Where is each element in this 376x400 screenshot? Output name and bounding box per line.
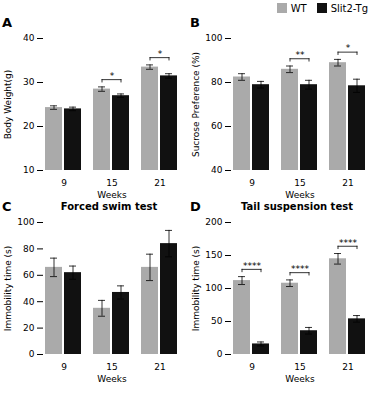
html-text:Forced swim test: Forced swim test: [60, 201, 158, 212]
svg-text:100: 100: [205, 283, 222, 293]
html-text:D: D: [190, 199, 201, 214]
svg-text:10: 10: [23, 165, 35, 175]
svg-text:0: 0: [29, 349, 35, 359]
svg-text:20: 20: [23, 323, 35, 333]
svg-text:*: *: [158, 49, 163, 59]
svg-text:9: 9: [249, 362, 255, 372]
svg-text:****: ****: [291, 264, 310, 274]
svg-text:200: 200: [205, 217, 222, 227]
svg-text:150: 150: [205, 250, 222, 260]
svg-text:9: 9: [61, 362, 67, 372]
svg-text:21: 21: [342, 178, 353, 188]
svg-text:****: ****: [243, 261, 262, 271]
html-text:Tail suspension test: Tail suspension test: [241, 201, 353, 212]
svg-text:40: 40: [211, 165, 223, 175]
svg-text:15: 15: [294, 178, 305, 188]
svg-text:Weeks: Weeks: [285, 190, 315, 200]
svg-text:*: *: [110, 71, 115, 81]
svg-text:15: 15: [294, 362, 305, 372]
svg-text:Sucrose Preference (%): Sucrose Preference (%): [191, 52, 201, 157]
svg-text:100: 100: [17, 217, 34, 227]
svg-text:0: 0: [217, 349, 223, 359]
svg-text:100: 100: [205, 33, 222, 43]
html-text:Slit2-Tg: Slit2-Tg: [330, 2, 368, 14]
html-text:B: B: [190, 15, 200, 30]
svg-text:80: 80: [23, 244, 35, 254]
svg-text:20: 20: [23, 121, 35, 131]
svg-text:60: 60: [211, 121, 223, 131]
svg-text:9: 9: [61, 178, 67, 188]
svg-text:40: 40: [23, 297, 35, 307]
svg-text:40: 40: [23, 33, 35, 43]
svg-text:21: 21: [154, 178, 165, 188]
svg-text:30: 30: [23, 77, 35, 87]
svg-text:Immobility time (s): Immobility time (s): [3, 246, 13, 332]
svg-text:Weeks: Weeks: [97, 190, 127, 200]
svg-text:50: 50: [211, 316, 223, 326]
svg-text:60: 60: [23, 270, 35, 280]
svg-text:**: **: [296, 50, 306, 60]
svg-text:9: 9: [249, 178, 255, 188]
svg-text:Immobility time (s): Immobility time (s): [191, 246, 201, 332]
svg-text:80: 80: [211, 77, 223, 87]
svg-text:21: 21: [342, 362, 353, 372]
svg-text:Weeks: Weeks: [97, 374, 127, 384]
html-text:C: C: [2, 199, 12, 214]
html-text:WT: WT: [290, 2, 307, 14]
svg-text:15: 15: [106, 178, 117, 188]
svg-text:21: 21: [154, 362, 165, 372]
svg-text:Weeks: Weeks: [285, 374, 315, 384]
svg-text:****: ****: [339, 238, 358, 248]
svg-text:*: *: [346, 43, 351, 53]
svg-text:15: 15: [106, 362, 117, 372]
html-text:A: A: [2, 15, 13, 30]
svg-text:Body Weight(g): Body Weight(g): [3, 70, 13, 140]
